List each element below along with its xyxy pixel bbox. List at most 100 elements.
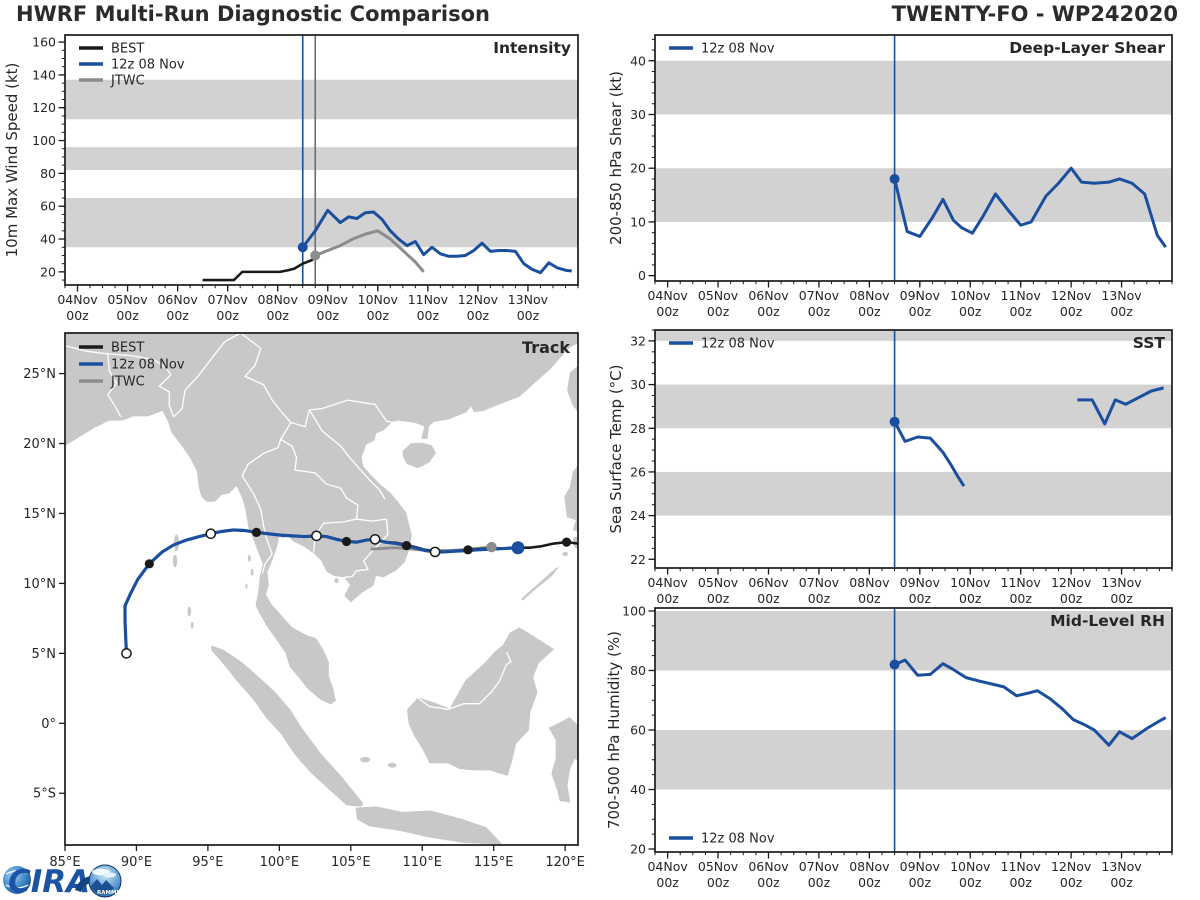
track-point-open	[311, 530, 322, 542]
y-tick-label: 120	[32, 100, 56, 115]
country-border	[109, 353, 175, 418]
track-point-filled	[144, 559, 154, 569]
map-frame	[64, 332, 579, 846]
series-jtwc	[314, 229, 425, 273]
page-title: HWRF Multi-Run Diagnostic Comparison	[16, 2, 491, 26]
y-tick-label: 100	[32, 133, 56, 148]
x-tick-label: 12Nov 00z	[458, 292, 499, 323]
cira-rammb-logo: CIRA RAMMB	[3, 864, 122, 900]
y-tick-label: 0	[638, 268, 646, 283]
lon-tick-label: 110°E	[402, 855, 442, 870]
lat-tick-label: 0°	[41, 717, 56, 732]
country-border	[342, 518, 389, 579]
track-point-open	[429, 546, 441, 558]
lat-tick-label: 5°S	[33, 787, 56, 802]
x-tick-label: 10Nov 00z	[950, 288, 991, 319]
y-tick-label: 40	[630, 782, 646, 797]
intensity-chart: 04Nov 00z 05Nov 00z 06Nov 00z 07Nov 00z 08Nov 00z…	[3, 34, 579, 323]
lon-tick-label: 90°E	[121, 855, 152, 870]
shaded-band	[65, 79, 578, 120]
series-12z-08-nov	[1077, 386, 1164, 426]
shaded-band	[655, 60, 1172, 115]
lat-tick-label: 15°N	[23, 507, 56, 522]
y-tick-label: 10	[630, 214, 646, 229]
land-polygon	[563, 464, 578, 534]
chart-title: Deep-Layer Shear	[1009, 39, 1165, 57]
y-tick-label: 60	[630, 723, 646, 738]
track-point-filled	[341, 536, 352, 547]
x-tick-label: 06Nov 00z	[748, 575, 789, 606]
x-tick-label: 07Nov 00z	[799, 859, 840, 890]
x-tick-label: 05Nov 00z	[698, 575, 739, 606]
y-tick-label: 60	[40, 199, 56, 214]
lat-tick-label: 10°N	[23, 577, 56, 592]
y-tick-label: 24	[630, 508, 646, 523]
x-tick-label: 12Nov 00z	[1051, 288, 1092, 319]
track-point-filled	[463, 545, 473, 555]
init-marker	[297, 242, 308, 253]
x-tick-label: 04Nov 00z	[647, 859, 688, 890]
x-tick-label: 13Nov 00z	[508, 292, 549, 323]
sst-chart: 04Nov 00z 05Nov 00z 06Nov 00z 07Nov 00z 08Nov 00z…	[607, 329, 1173, 606]
series-12z-08-nov	[893, 166, 1167, 249]
island	[247, 554, 251, 562]
x-tick-label: 06Nov 00z	[748, 859, 789, 890]
chart-title: Intensity	[493, 39, 571, 57]
land-polygon	[210, 644, 365, 808]
track-point-open	[121, 647, 132, 659]
shaded-band	[655, 471, 1172, 516]
satellite-dish-icon	[75, 876, 93, 892]
y-axis-label: 200-850 hPa Shear (kt)	[607, 71, 625, 245]
plot-frame	[654, 607, 1173, 853]
init-marker	[889, 659, 900, 670]
plot-frame	[654, 329, 1173, 569]
country-border	[240, 333, 292, 423]
country-border	[290, 399, 394, 428]
x-tick-label: 05Nov 00z	[698, 288, 739, 319]
init-marker	[889, 173, 900, 184]
series-12z-08-nov	[893, 420, 966, 487]
x-tick-label: 04Nov 00z	[647, 575, 688, 606]
rh-legend: 12z 08 Nov	[669, 832, 775, 847]
x-tick-label: 08Nov 00z	[258, 292, 299, 323]
shear-chart: 04Nov 00z 05Nov 00z 06Nov 00z 07Nov 00z 08Nov 00z…	[607, 34, 1173, 319]
island	[190, 621, 194, 629]
country-border	[173, 333, 242, 418]
x-tick-label: 13Nov 00z	[1101, 288, 1142, 319]
legend-label: 12z 08 Nov	[701, 832, 775, 847]
legend-label: JTWC	[110, 375, 145, 390]
lon-tick-label: 105°E	[331, 855, 371, 870]
country-border	[356, 518, 387, 522]
plot-frame	[654, 34, 1173, 282]
y-tick-label: 20	[40, 264, 56, 279]
island	[387, 762, 397, 768]
country-border	[308, 409, 386, 500]
island	[334, 578, 339, 584]
y-tick-label: 80	[40, 166, 56, 181]
x-tick-label: 12Nov 00z	[1051, 859, 1092, 890]
track-point-open	[205, 528, 217, 540]
country-border	[280, 438, 359, 520]
country-border	[65, 344, 108, 355]
y-tick-label: 160	[32, 35, 56, 50]
legend-label: 12z 08 Nov	[701, 42, 775, 57]
country-border	[312, 518, 357, 553]
track-point-filled	[401, 541, 412, 551]
land-polygon	[401, 441, 438, 470]
x-tick-label: 05Nov 00z	[107, 292, 148, 323]
y-axis-label: 10m Max Wind Speed (kt)	[3, 63, 21, 258]
shaded-band	[655, 384, 1172, 429]
y-tick-label: 80	[630, 663, 646, 678]
legend-label: JTWC	[110, 74, 145, 89]
x-tick-label: 12Nov 00z	[1051, 575, 1092, 606]
track-point-filled	[251, 527, 262, 537]
y-axis-label: 700-500 hPa Humidity (%)	[605, 631, 623, 829]
x-tick-label: 08Nov 00z	[849, 575, 890, 606]
x-tick-label: 06Nov 00z	[748, 288, 789, 319]
series-12z-08-nov	[893, 658, 1167, 747]
x-tick-label: 13Nov 00z	[1101, 575, 1142, 606]
track-point-open	[369, 533, 381, 545]
y-tick-label: 40	[630, 53, 646, 68]
legend-label: BEST	[111, 42, 144, 57]
map-legend: BEST 12z 08 Nov JTWC	[79, 341, 185, 390]
